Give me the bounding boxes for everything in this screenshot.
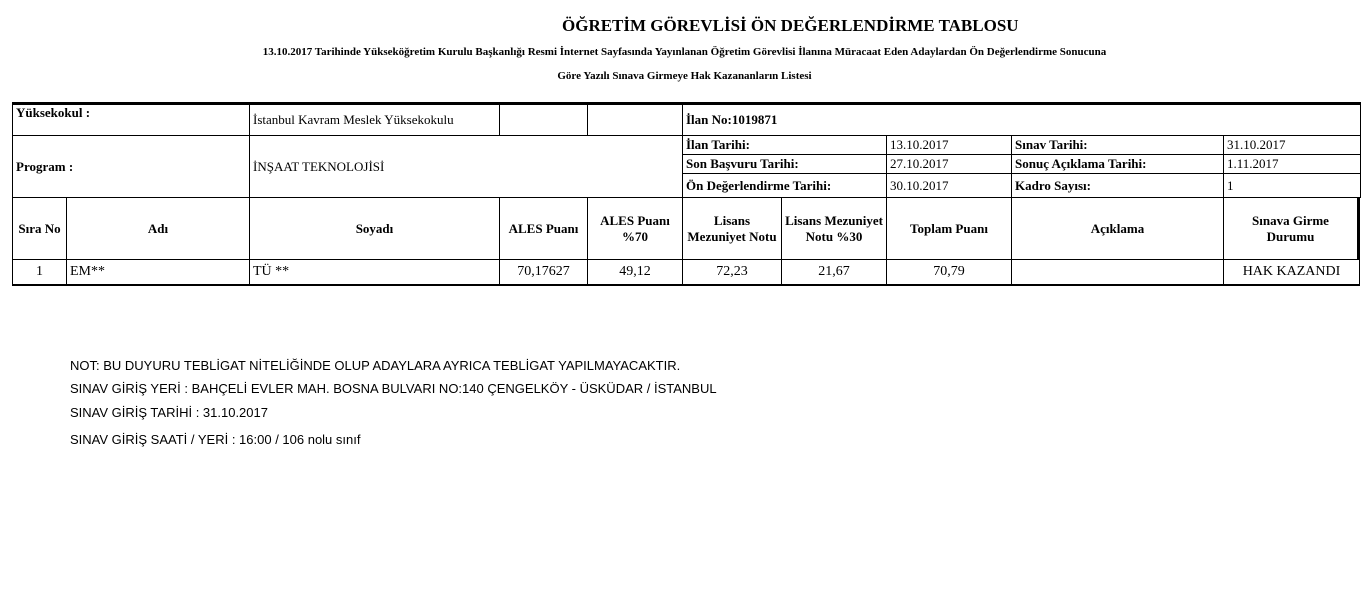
school-name: İstanbul Kavram Meslek Yüksekokulu <box>250 105 500 136</box>
program-name: İNŞAAT TEKNOLOJİSİ <box>250 136 683 198</box>
header-lisans-notu: Lisans Mezuniyet Notu <box>683 198 782 260</box>
header-lisans-30: Lisans Mezuniyet Notu %30 <box>782 198 887 260</box>
empty-cell <box>588 105 683 136</box>
cell-lisans-30: 21,67 <box>782 260 887 286</box>
sinav-tarihi: 31.10.2017 <box>1224 136 1361 155</box>
header-soyadi: Soyadı <box>250 198 500 260</box>
header-ales-puani: ALES Puanı <box>500 198 588 260</box>
empty-cell <box>500 105 588 136</box>
kadro-label: Kadro Sayısı: <box>1012 174 1224 198</box>
cell-toplam-puani: 70,79 <box>887 260 1012 286</box>
subtitle-line-2: Göre Yazılı Sınava Girmeye Hak Kazananla… <box>557 70 812 82</box>
cell-sira-no: 1 <box>12 260 67 286</box>
kadro: 1 <box>1224 174 1361 198</box>
exam-location: SINAV GİRİŞ YERİ : BAHÇELİ EVLER MAH. BO… <box>70 381 717 396</box>
header-durum: Sınava Girme Durumu <box>1224 198 1360 260</box>
header-toplam-puani: Toplam Puanı <box>887 198 1012 260</box>
son-basvuru: 27.10.2017 <box>887 155 1012 174</box>
son-basvuru-label: Son Başvuru Tarihi: <box>683 155 887 174</box>
cell-lisans-notu: 72,23 <box>683 260 782 286</box>
program-label: Program : <box>12 136 250 198</box>
cell-durum: HAK KAZANDI <box>1224 260 1360 286</box>
ilan-tarihi-label: İlan Tarihi: <box>683 136 887 155</box>
subtitle-line-1: 13.10.2017 Tarihinde Yükseköğretim Kurul… <box>262 46 1107 58</box>
ilan-no: İlan No:1019871 <box>683 105 1361 136</box>
cell-adi: EM** <box>67 260 250 286</box>
ilan-tarihi: 13.10.2017 <box>887 136 1012 155</box>
on-degerlendirme: 30.10.2017 <box>887 174 1012 198</box>
exam-date: SINAV GİRİŞ TARİHİ : 31.10.2017 <box>70 405 268 420</box>
sonuc-label: Sonuç Açıklama Tarihi: <box>1012 155 1224 174</box>
exam-time: SINAV GİRİŞ SAATİ / YERİ : 16:00 / 106 n… <box>70 432 361 447</box>
sonuc: 1.11.2017 <box>1224 155 1361 174</box>
cell-aciklama <box>1012 260 1224 286</box>
header-aciklama: Açıklama <box>1012 198 1224 260</box>
cell-soyadi: TÜ ** <box>250 260 500 286</box>
header-ales-70: ALES Puanı %70 <box>588 198 683 260</box>
sinav-tarihi-label: Sınav Tarihi: <box>1012 136 1224 155</box>
note-line: NOT: BU DUYURU TEBLİGAT NİTELİĞİNDE OLUP… <box>70 358 681 373</box>
header-sira-no: Sıra No <box>12 198 67 260</box>
cell-ales-70: 49,12 <box>588 260 683 286</box>
on-degerlendirme-label: Ön Değerlendirme Tarihi: <box>683 174 887 198</box>
header-adi: Adı <box>67 198 250 260</box>
cell-ales-puani: 70,17627 <box>500 260 588 286</box>
page-title: ÖĞRETİM GÖREVLİSİ ÖN DEĞERLENDİRME TABLO… <box>562 16 1019 35</box>
school-label: Yüksekokul : <box>12 105 250 136</box>
